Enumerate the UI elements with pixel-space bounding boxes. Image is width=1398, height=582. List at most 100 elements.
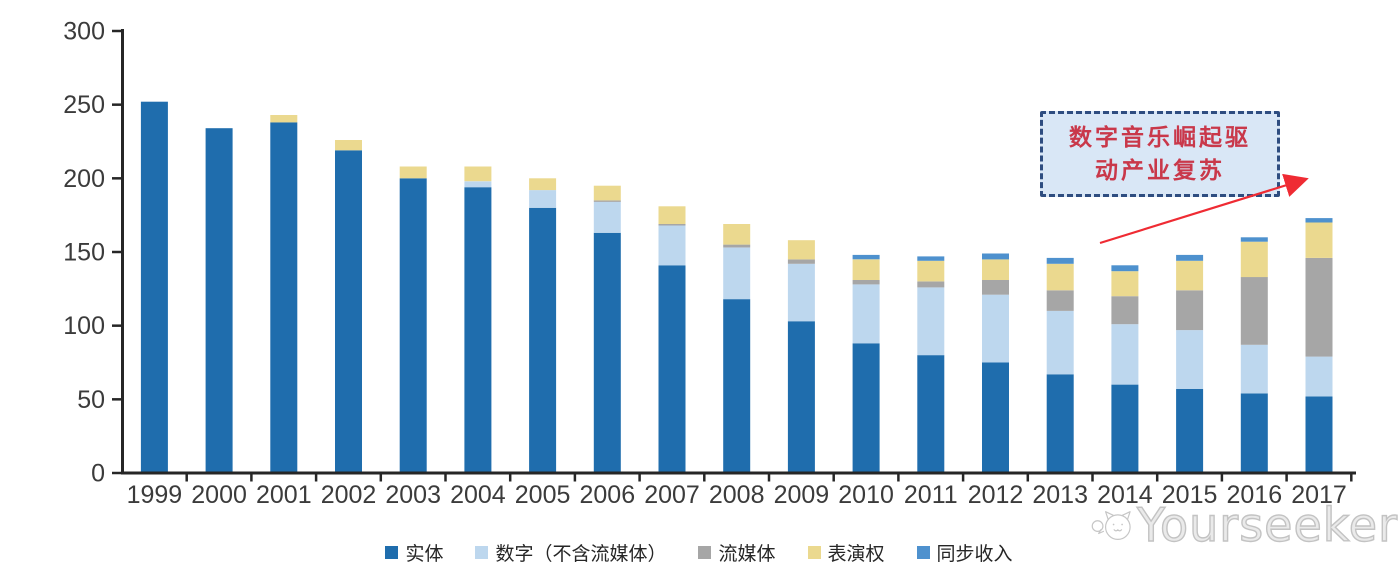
x-tick-label-2015: 2015 bbox=[1162, 481, 1218, 509]
bar-segment-2017-s2 bbox=[1305, 257, 1333, 357]
bar-segment-2008-s3 bbox=[723, 224, 751, 245]
bar-segment-2012-s2 bbox=[982, 280, 1009, 295]
bar-segment-2011-s2 bbox=[917, 281, 945, 288]
legend-label: 数字（不含流媒体） bbox=[495, 544, 667, 565]
bar-segment-2014-s1 bbox=[1111, 324, 1139, 385]
bar-segment-2017-s1 bbox=[1305, 356, 1333, 397]
legend-label: 表演权 bbox=[827, 544, 885, 565]
bar-segment-2000-s0 bbox=[205, 128, 233, 473]
bar-segment-2012-s1 bbox=[982, 294, 1009, 363]
bar-segment-2010-s0 bbox=[852, 343, 880, 473]
bar-segment-2015-s2 bbox=[1176, 290, 1204, 331]
bar-segment-2017-s4 bbox=[1305, 218, 1333, 223]
bar-segment-2011-s1 bbox=[917, 287, 945, 356]
bar-segment-2015-s3 bbox=[1176, 260, 1204, 291]
bar-segment-2014-s0 bbox=[1111, 384, 1139, 473]
bar-segment-2005-s3 bbox=[529, 178, 557, 191]
legend-swatch-icon bbox=[807, 546, 821, 559]
x-tick-label-2006: 2006 bbox=[579, 481, 635, 509]
bar-segment-2008-s1 bbox=[723, 247, 751, 300]
x-tick-label-2005: 2005 bbox=[515, 481, 571, 509]
y-tick-label-0: 0 bbox=[91, 460, 105, 488]
x-tick-label-2003: 2003 bbox=[385, 481, 441, 509]
bar-segment-2016-s0 bbox=[1240, 393, 1268, 473]
bar-segment-2006-s1 bbox=[593, 201, 621, 233]
bar-segment-2013-s3 bbox=[1046, 263, 1074, 291]
x-tick-label-2007: 2007 bbox=[644, 481, 700, 509]
bar-segment-2007-s1 bbox=[658, 225, 686, 266]
legend-swatch-icon bbox=[385, 546, 399, 559]
legend-label: 实体 bbox=[405, 544, 444, 565]
bar-segment-2016-s1 bbox=[1240, 344, 1268, 394]
annotation-text-line2: 动产业复苏 bbox=[1095, 158, 1225, 183]
bar-segment-2014-s3 bbox=[1111, 271, 1139, 297]
legend-item-0: 实体 bbox=[385, 539, 443, 566]
legend-item-1: 数字（不含流媒体） bbox=[475, 539, 666, 566]
bar-segment-2013-s1 bbox=[1046, 310, 1074, 375]
bar-segment-2004-s0 bbox=[464, 187, 492, 473]
bar-segment-2017-s0 bbox=[1305, 396, 1333, 473]
bar-segment-2004-s1 bbox=[464, 181, 492, 188]
x-tick-label-2017: 2017 bbox=[1291, 481, 1347, 509]
bar-segment-2010-s1 bbox=[852, 284, 880, 344]
legend-swatch-icon bbox=[916, 546, 930, 559]
legend-swatch-icon bbox=[698, 546, 712, 559]
x-tick-label-2014: 2014 bbox=[1097, 481, 1153, 509]
bar-segment-2013-s2 bbox=[1046, 290, 1074, 311]
bar-segment-2010-s2 bbox=[852, 280, 880, 285]
bar-segment-2014-s2 bbox=[1111, 296, 1139, 325]
bar-segment-2016-s2 bbox=[1240, 277, 1268, 345]
bar-segment-2008-s2 bbox=[723, 244, 751, 248]
bar-segment-2007-s2 bbox=[658, 224, 686, 226]
legend-label: 同步收入 bbox=[936, 544, 1013, 565]
bar-segment-2013-s0 bbox=[1046, 374, 1074, 473]
bar-segment-2011-s3 bbox=[917, 260, 945, 282]
bar-segment-2001-s3 bbox=[270, 115, 298, 123]
x-tick-label-2010: 2010 bbox=[838, 481, 894, 509]
annotation-text-line1: 数字音乐崛起驱 bbox=[1069, 124, 1251, 150]
bar-segment-2017-s3 bbox=[1305, 222, 1333, 258]
x-tick-label-1999: 1999 bbox=[127, 481, 183, 509]
x-tick-label-2011: 2011 bbox=[904, 481, 958, 509]
bar-segment-2010-s3 bbox=[852, 259, 880, 280]
bar-segment-2016-s4 bbox=[1240, 237, 1268, 242]
bar-segment-2003-s3 bbox=[399, 166, 427, 179]
bar-segment-2003-s0 bbox=[399, 178, 427, 474]
legend-item-3: 表演权 bbox=[807, 539, 885, 566]
x-tick-label-2000: 2000 bbox=[191, 481, 247, 509]
bar-segment-2007-s3 bbox=[658, 206, 686, 224]
bar-segment-2007-s0 bbox=[658, 265, 686, 473]
bar-segment-2004-s3 bbox=[464, 166, 492, 182]
bar-segment-2002-s3 bbox=[335, 140, 362, 151]
y-tick-label-300: 300 bbox=[63, 18, 105, 46]
bar-segment-2015-s0 bbox=[1176, 389, 1204, 473]
bar-segment-2013-s4 bbox=[1046, 257, 1074, 264]
bar-segment-2008-s0 bbox=[723, 299, 751, 473]
bar-segment-2006-s3 bbox=[593, 185, 621, 201]
x-tick-label-2002: 2002 bbox=[321, 481, 377, 509]
bar-segment-2014-s4 bbox=[1111, 265, 1139, 272]
y-tick-label-250: 250 bbox=[63, 91, 105, 119]
chart-legend: 实体 数字（不含流媒体） 流媒体 表演权 同步收入 bbox=[0, 539, 1398, 566]
bar-segment-2015-s4 bbox=[1176, 254, 1204, 261]
x-tick-label-2016: 2016 bbox=[1226, 481, 1282, 509]
bar-segment-2009-s1 bbox=[787, 263, 815, 322]
bar-segment-2011-s0 bbox=[917, 355, 945, 473]
bar-segment-2009-s0 bbox=[787, 321, 815, 473]
bar-segment-2016-s3 bbox=[1240, 241, 1268, 278]
bar-segment-1999-s0 bbox=[140, 101, 168, 473]
bar-segment-2012-s3 bbox=[982, 259, 1009, 280]
y-tick-label-50: 50 bbox=[77, 386, 105, 414]
bar-segment-2006-s0 bbox=[593, 232, 621, 473]
legend-label: 流媒体 bbox=[718, 544, 776, 565]
x-tick-label-2013: 2013 bbox=[1032, 481, 1088, 509]
annotation-callout: 数字音乐崛起驱 动产业复苏 bbox=[1040, 111, 1280, 197]
bar-segment-2006-s2 bbox=[593, 200, 621, 202]
bar-segment-2002-s0 bbox=[335, 150, 362, 474]
bar-segment-2005-s0 bbox=[529, 207, 557, 474]
bar-segment-2011-s4 bbox=[917, 256, 945, 261]
bar-segment-2010-s4 bbox=[852, 254, 880, 260]
legend-swatch-icon bbox=[475, 546, 489, 559]
